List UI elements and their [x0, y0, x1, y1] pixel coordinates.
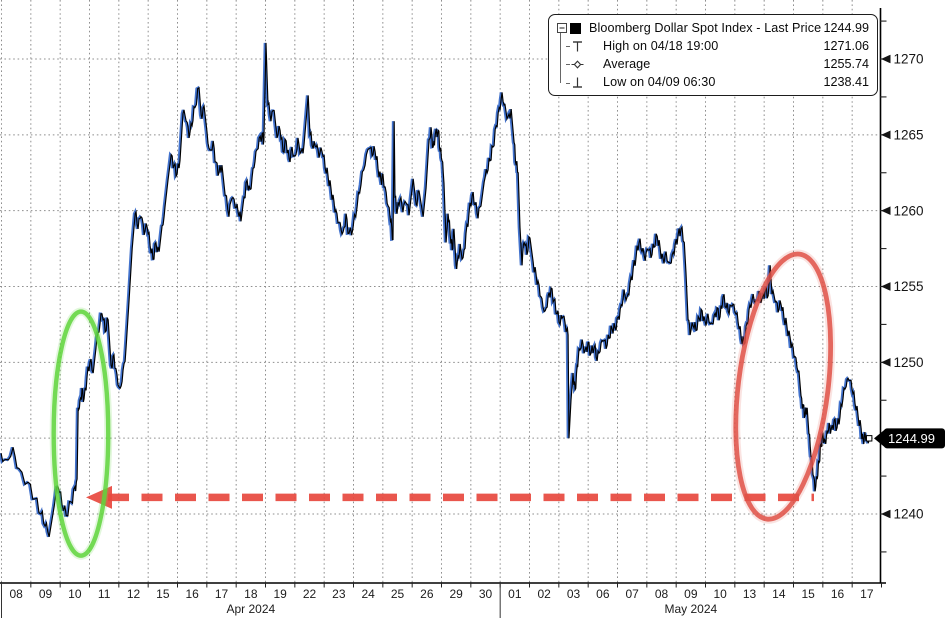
- month-label: Apr 2024: [226, 602, 275, 616]
- average-marker-icon: [555, 58, 603, 71]
- x-day-label: 01: [508, 587, 522, 601]
- x-day-label: 16: [831, 587, 845, 601]
- x-day-label: 29: [449, 587, 463, 601]
- x-day-label: 17: [860, 587, 874, 601]
- x-ticks: [1, 583, 882, 588]
- x-day-label: 17: [215, 587, 229, 601]
- y-tick-label: 1260: [894, 203, 924, 218]
- x-day-label: 18: [244, 587, 258, 601]
- x-day-labels: 08 09 10 11 12 15 16 17 18 19 22 23 24 25 26 29 30 01 02 03…: [9, 587, 873, 601]
- x-day-label: 09: [39, 587, 53, 601]
- legend-row-average: Average 1255.74: [555, 55, 869, 73]
- x-day-label: 12: [127, 587, 141, 601]
- x-day-label: 25: [391, 587, 405, 601]
- y-tick-label: 1240: [894, 507, 924, 522]
- x-day-label: 02: [537, 587, 551, 601]
- x-day-label: 06: [596, 587, 610, 601]
- last-price-label: 1244.99: [888, 431, 935, 446]
- x-day-label: 09: [684, 587, 698, 601]
- last-price-badge: 1244.99: [874, 428, 945, 449]
- collapse-box-icon[interactable]: [557, 23, 567, 34]
- series-end-marker: [865, 435, 873, 442]
- y-tick-arrow-icon: [881, 358, 891, 367]
- x-day-label: 10: [68, 587, 82, 601]
- y-tick-arrow-icon: [881, 206, 891, 215]
- high-marker-icon: [555, 40, 603, 53]
- x-day-label: 13: [743, 587, 757, 601]
- x-day-label: 11: [98, 587, 111, 601]
- legend-series-value: 1244.99: [823, 20, 869, 35]
- low-marker-icon: [555, 76, 603, 89]
- grid: [0, 0, 880, 583]
- red-circle-annotation: [731, 249, 836, 524]
- y-tick-arrow-icon: [881, 282, 891, 291]
- y-tick-label: 1255: [894, 279, 924, 294]
- legend-average-value: 1255.74: [823, 57, 869, 72]
- legend-low-label: Low on 04/09 06:30: [603, 75, 716, 90]
- legend-average-label: Average: [603, 57, 651, 72]
- legend-row-series: Bloomberg Dollar Spot Index - Last Price…: [555, 19, 869, 37]
- legend-low-value: 1238.41: [823, 75, 869, 90]
- y-tick-arrow-icon: [881, 54, 891, 64]
- x-day-label: 07: [625, 587, 639, 601]
- y-tick-arrow-icon: [881, 130, 891, 140]
- x-day-label: 26: [420, 587, 434, 601]
- legend-high-label: High on 04/18 19:00: [603, 38, 719, 53]
- y-tick-label: 1250: [894, 355, 924, 370]
- x-day-label: 10: [713, 587, 727, 601]
- y-tick-label: 1265: [894, 128, 924, 143]
- x-day-label: 30: [479, 587, 493, 601]
- red-dashed-arrow: [86, 485, 814, 509]
- month-labels: Apr 2024 May 2024: [1, 583, 718, 618]
- x-day-label: 15: [801, 587, 815, 601]
- month-label: May 2024: [664, 602, 717, 616]
- y-tick-labels: 1270 1265 1260 1255 1250 1240: [881, 52, 924, 522]
- x-day-label: 14: [772, 587, 786, 601]
- legend-row-low: Low on 04/09 06:30 1238.41: [555, 74, 869, 92]
- chart-legend: Bloomberg Dollar Spot Index - Last Price…: [548, 14, 878, 96]
- series-line: [0, 42, 870, 537]
- x-day-label: 08: [9, 587, 23, 601]
- x-day-label: 24: [361, 587, 375, 601]
- series-swatch-icon: [570, 22, 581, 34]
- legend-series-icons: [555, 22, 589, 34]
- x-day-label: 15: [156, 587, 170, 601]
- legend-high-value: 1271.06: [823, 38, 869, 53]
- legend-row-high: High on 04/18 19:00 1271.06: [555, 37, 869, 55]
- x-day-label: 03: [567, 587, 581, 601]
- y-tick-label: 1270: [894, 52, 924, 67]
- series-line-glow: [0, 42, 870, 538]
- price-series: [0, 42, 873, 538]
- x-day-label: 22: [303, 587, 317, 601]
- legend-series-label: Bloomberg Dollar Spot Index - Last Price: [589, 20, 822, 35]
- x-day-label: 16: [185, 587, 199, 601]
- y-tick-arrow-icon: [881, 509, 891, 519]
- x-day-label: 23: [332, 587, 346, 601]
- x-day-label: 19: [273, 587, 287, 601]
- x-day-label: 08: [655, 587, 669, 601]
- green-circle-annotation: [49, 307, 113, 560]
